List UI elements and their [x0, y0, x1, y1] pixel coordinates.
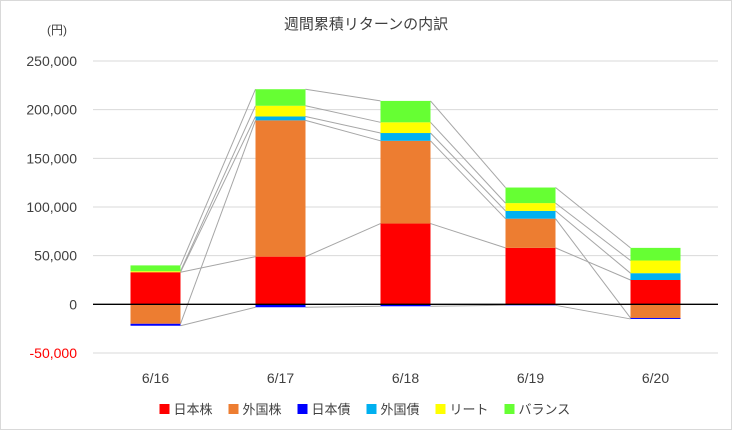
- legend-swatch: [297, 404, 308, 414]
- series-line: [555, 210, 631, 274]
- series-line: [430, 132, 506, 212]
- bar-segment: [505, 210, 556, 219]
- bar-segment: [130, 265, 181, 272]
- bar-segment: [255, 256, 306, 305]
- y-tick-label: 250,000: [26, 53, 77, 69]
- series-line: [180, 306, 256, 327]
- legend-label: 日本債: [312, 402, 351, 417]
- bar-segment: [630, 317, 681, 319]
- chart-title: 週間累積リターンの内訳: [284, 16, 448, 33]
- bar-segment: [630, 273, 681, 280]
- legend-swatch: [159, 404, 170, 414]
- y-tick-label: 150,000: [26, 150, 77, 166]
- legend-swatch: [366, 404, 377, 414]
- y-tick-label: 100,000: [26, 199, 77, 215]
- bar-segment: [380, 100, 431, 123]
- series-line: [180, 89, 256, 266]
- bar-segment: [505, 203, 556, 211]
- bar-segment: [130, 271, 181, 273]
- series-line: [305, 105, 381, 123]
- legend-swatch: [504, 404, 515, 414]
- series-line: [180, 120, 256, 324]
- legend-swatch: [228, 404, 239, 414]
- bar-segment: [380, 304, 431, 307]
- legend: 日本株 外国株 日本債 外国債 リート バランス: [159, 402, 571, 417]
- bar-segment: [130, 272, 181, 305]
- series-line: [430, 223, 506, 249]
- bar-segment: [255, 89, 306, 106]
- bar-segment: [380, 122, 431, 134]
- axes: -50,000 0 50,000 100,000 150,000 200,000 250,0…: [26, 53, 718, 386]
- x-tick-label: 6/20: [642, 370, 669, 386]
- bar-segment: [130, 304, 181, 324]
- series-line: [305, 119, 381, 142]
- series-line: [305, 305, 381, 308]
- bar-segment: [630, 247, 681, 261]
- bar-segment: [505, 218, 556, 248]
- series-line: [555, 202, 631, 261]
- legend-label: バランス: [519, 402, 571, 417]
- series-line: [180, 116, 256, 273]
- bar-segment: [255, 116, 306, 121]
- series-line: [555, 247, 631, 281]
- series-line: [305, 115, 381, 134]
- bar-segment: [255, 105, 306, 117]
- y-tick-label: -50,000: [30, 345, 78, 361]
- x-tick-label: 6/17: [267, 370, 294, 386]
- y-tick-label: 0: [69, 296, 77, 312]
- series-line: [430, 140, 506, 220]
- bar-segment: [380, 133, 431, 141]
- bar-segment: [630, 260, 681, 274]
- bar-segment: [130, 323, 181, 326]
- series-line: [305, 223, 381, 258]
- legend-label: 外国株: [243, 402, 282, 417]
- series-line: [430, 304, 506, 307]
- series-line: [555, 304, 631, 320]
- series-line: [305, 88, 381, 102]
- series-lines: [180, 88, 631, 327]
- unit-label: (円): [47, 23, 67, 37]
- x-tick-label: 6/19: [517, 370, 544, 386]
- series-line: [555, 187, 631, 249]
- y-tick-label: 200,000: [26, 102, 77, 118]
- series-line: [430, 121, 506, 204]
- series-line: [180, 256, 256, 273]
- bar-segment: [505, 187, 556, 204]
- y-tick-label: 50,000: [34, 248, 77, 264]
- x-tick-label: 6/16: [142, 370, 169, 386]
- legend-label: 外国債: [381, 402, 420, 417]
- series-line: [180, 105, 256, 272]
- bar-segment: [255, 304, 306, 308]
- bar-segment: [505, 247, 556, 305]
- legend-label: 日本株: [174, 402, 213, 417]
- bar-segment: [380, 223, 431, 305]
- bar-segment: [255, 120, 306, 257]
- legend-swatch: [435, 404, 446, 414]
- bar-segment: [380, 140, 431, 224]
- legend-label: リート: [450, 402, 489, 417]
- series-line: [555, 218, 631, 319]
- bars: [130, 89, 681, 326]
- bar-segment: [630, 280, 681, 305]
- series-line: [430, 100, 506, 188]
- x-tick-label: 6/18: [392, 370, 419, 386]
- bar-segment: [630, 304, 681, 318]
